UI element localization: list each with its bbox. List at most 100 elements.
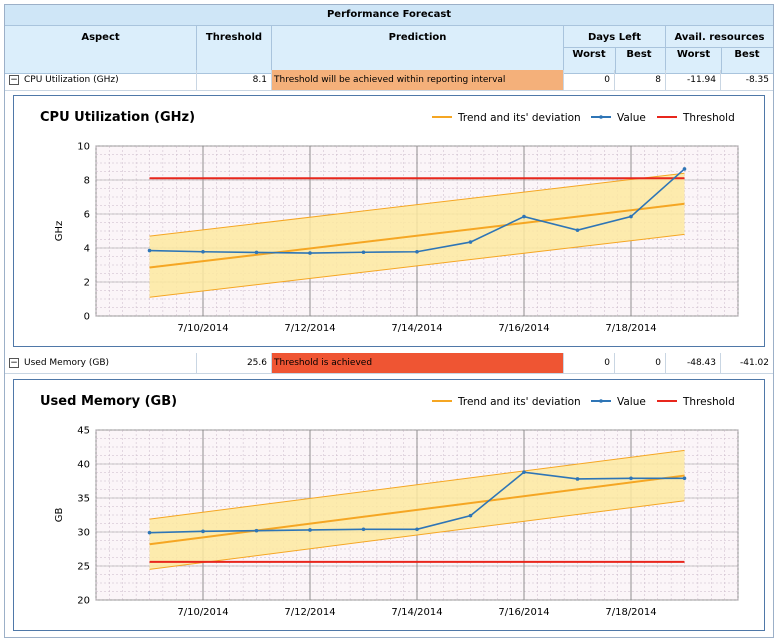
chart-title: CPU Utilization (GHz)	[40, 110, 195, 125]
collapse-toggle-icon[interactable]: −	[9, 357, 19, 368]
value-point	[575, 477, 580, 481]
value-point	[629, 476, 633, 481]
legend-label: Threshold	[682, 396, 735, 408]
legend-label: Value	[617, 396, 646, 408]
row-avail-worst: -48.43	[666, 353, 721, 373]
y-tick-label: 4	[84, 244, 90, 255]
legend-label: Value	[617, 112, 646, 124]
header-aspect-label: Aspect	[81, 32, 120, 43]
x-tick-label: 7/16/2014	[498, 607, 549, 618]
trend-upper-line	[149, 449, 685, 520]
trend-upper-line	[149, 172, 685, 237]
y-tick-label: 20	[77, 596, 90, 607]
x-tick-label: 7/10/2014	[177, 323, 228, 334]
row-prediction: Threshold is achieved	[272, 353, 564, 373]
row-aspect-cell: − Used Memory (GB)	[5, 353, 197, 373]
legend-label: Trend and its' deviation	[457, 396, 581, 408]
value-point	[361, 527, 366, 532]
header-threshold-label: Threshold	[205, 32, 263, 43]
value-point	[308, 251, 312, 255]
y-axis-label: GHz	[54, 221, 65, 242]
header-prediction-label: Prediction	[388, 32, 447, 43]
row-days-worst: 0	[564, 70, 615, 90]
y-tick-label: 0	[84, 312, 90, 323]
cpu-chart-container: CPU Utilization (GHz) 0 2 4 6 8 10 7/10/2014 7/1…	[13, 95, 765, 347]
y-tick-label: 40	[77, 460, 90, 471]
y-tick-label: 10	[77, 142, 90, 153]
chart-title: Used Memory (GB)	[40, 394, 177, 409]
value-point	[308, 528, 312, 532]
row-avail-worst: -11.94	[666, 70, 721, 90]
used-memory-chart: Used Memory (GB) 20 25 30 35 40 45 7/10/2014 7/1…	[40, 394, 739, 618]
x-tick-label: 7/12/2014	[284, 607, 335, 618]
value-point	[575, 228, 580, 232]
value-point	[254, 250, 259, 255]
trend-lower-line	[149, 233, 685, 298]
table-row[interactable]: − Used Memory (GB) 25.6 Threshold is achi…	[5, 353, 773, 374]
header-days-left-label: Days Left	[588, 32, 641, 43]
row-threshold: 25.6	[197, 353, 272, 373]
value-point	[147, 530, 152, 535]
chart-legend: Trend and its' deviation Value Threshold	[432, 112, 735, 124]
y-axis-label: GB	[54, 508, 65, 523]
performance-forecast-panel: Performance Forecast Aspect Threshold Pr…	[4, 4, 774, 638]
value-point	[682, 167, 687, 171]
value-point	[468, 513, 473, 518]
header-avail-worst[interactable]: Worst	[676, 49, 711, 60]
y-tick-label: 45	[77, 426, 90, 437]
y-tick-label: 35	[77, 494, 90, 505]
value-point	[201, 529, 205, 534]
x-tick-label: 7/18/2014	[605, 323, 656, 334]
row-avail-best: -41.02	[739, 358, 769, 368]
trend-line	[149, 202, 685, 269]
value-point	[415, 249, 419, 254]
row-days-best: 8	[615, 70, 666, 90]
table-row[interactable]: − CPU Utilization (GHz) 8.1 Threshold wil…	[5, 70, 773, 91]
value-point	[415, 527, 419, 532]
value-point	[254, 528, 259, 533]
x-tick-label: 7/10/2014	[177, 607, 228, 618]
legend-marker	[599, 115, 603, 119]
header-prediction[interactable]: Prediction	[272, 26, 564, 74]
collapse-toggle-icon[interactable]: −	[9, 74, 19, 85]
legend-label: Trend and its' deviation	[457, 112, 581, 124]
row-aspect-label: Used Memory (GB)	[24, 358, 110, 368]
cpu-utilization-chart: CPU Utilization (GHz) 0 2 4 6 8 10 7/10/2014 7/1…	[40, 110, 739, 334]
y-tick-label: 25	[77, 562, 90, 573]
header-aspect[interactable]: Aspect	[5, 26, 197, 74]
value-point	[361, 250, 366, 255]
x-tick-label: 7/14/2014	[391, 323, 442, 334]
legend-marker	[599, 399, 603, 403]
x-tick-label: 7/14/2014	[391, 607, 442, 618]
y-tick-label: 30	[77, 528, 90, 539]
x-tick-label: 7/12/2014	[284, 323, 335, 334]
y-tick-label: 8	[84, 176, 90, 187]
legend-label: Threshold	[682, 112, 735, 124]
value-point	[147, 248, 152, 253]
header-threshold[interactable]: Threshold	[197, 26, 272, 74]
header-avail-best[interactable]: Best	[734, 49, 760, 60]
value-point	[522, 214, 526, 219]
value-point	[201, 249, 205, 254]
row-prediction: Threshold will be achieved within report…	[272, 70, 564, 90]
row-avail-best: -8.35	[745, 75, 769, 85]
chart-legend: Trend and its' deviation Value Threshold	[432, 396, 735, 408]
row-days-worst: 0	[564, 353, 615, 373]
header-days-worst[interactable]: Worst	[572, 49, 606, 60]
header-avail-resources[interactable]: Avail. resources Worst Best	[666, 26, 773, 74]
x-tick-label: 7/18/2014	[605, 607, 656, 618]
value-point	[522, 470, 526, 474]
row-aspect-label: CPU Utilization (GHz)	[24, 75, 119, 85]
y-tick-label: 2	[84, 278, 90, 289]
memory-chart-container: Used Memory (GB) 20 25 30 35 40 45 7/10/2014 7/1…	[13, 379, 765, 631]
header-days-best[interactable]: Best	[626, 49, 652, 60]
table-title: Performance Forecast	[5, 5, 773, 26]
trend-line	[149, 474, 685, 546]
value-point	[468, 240, 473, 244]
value-point	[682, 476, 687, 481]
x-tick-label: 7/16/2014	[498, 323, 549, 334]
row-aspect-cell: − CPU Utilization (GHz)	[5, 70, 197, 90]
header-avail-label: Avail. resources	[674, 32, 765, 43]
row-threshold: 8.1	[197, 70, 272, 90]
y-tick-label: 6	[84, 210, 90, 221]
